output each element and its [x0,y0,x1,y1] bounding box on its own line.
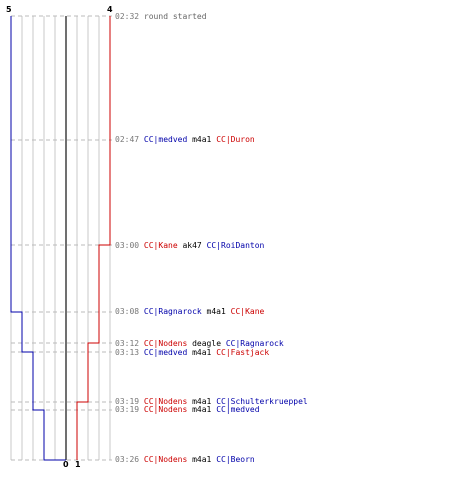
log-line: 03:08 CC|Ragnarock m4a1 CC|Kane [115,307,264,317]
event-time: 03:19 [115,405,140,414]
event-time: 02:32 [115,12,140,21]
log-line: 02:32 round started [115,12,207,22]
log-line: 02:47 CC|medved m4a1 CC|Duron [115,135,255,145]
blue-team-alive-line [10,16,66,461]
event-time: 03:08 [115,307,140,316]
event-time: 03:26 [115,455,140,464]
red-end-count: 1 [75,460,81,469]
event-killer: CC|medved [143,135,188,144]
event-victim: CC|medved [216,405,260,414]
log-line: 03:12 CC|Nodens deagle CC|Ragnarock [115,339,284,349]
event-victim: CC|Beorn [216,455,255,464]
event-weapon: m4a1 [192,405,212,414]
red-start-count: 4 [107,5,113,14]
log-line: 03:13 CC|medved m4a1 CC|Fastjack [115,348,269,358]
event-killer: CC|Nodens [143,397,188,406]
event-killer: CC|Nodens [143,405,188,414]
log-line: 03:19 CC|Nodens m4a1 CC|Schulterkrueppel [115,397,308,407]
event-victim: CC|Duron [216,135,255,144]
event-weapon: m4a1 [192,135,212,144]
grid-lines [10,16,111,460]
event-victim: CC|Ragnarock [225,339,284,348]
event-victim: CC|RoiDanton [206,241,265,250]
event-time: 02:47 [115,135,140,144]
blue-end-count: 0 [63,460,69,469]
red-team-alive-line [76,16,111,460]
event-time: 03:00 [115,241,140,250]
event-victim: CC|Kane [230,307,265,316]
event-killer: CC|Nodens [143,339,188,348]
event-time: 03:13 [115,348,140,357]
event-killer: CC|Kane [143,241,178,250]
event-dash-lines [11,15,112,461]
event-weapon: m4a1 [206,307,226,316]
event-weapon: m4a1 [192,348,212,357]
event-victim: CC|Fastjack [216,348,270,357]
event-weapon: m4a1 [192,397,212,406]
event-killer: CC|Ragnarock [143,307,202,316]
log-line: 03:26 CC|Nodens m4a1 CC|Beorn [115,455,255,465]
event-time: 03:12 [115,339,140,348]
blue-start-count: 5 [6,5,12,14]
event-victim: CC|Schulterkrueppel [216,397,308,406]
event-time: 03:19 [115,397,140,406]
event-weapon: m4a1 [192,455,212,464]
log-line: 03:19 CC|Nodens m4a1 CC|medved [115,405,260,415]
event-text: round started [143,12,207,21]
event-killer: CC|Nodens [143,455,188,464]
event-weapon: ak47 [182,241,202,250]
event-weapon: deagle [192,339,222,348]
log-line: 03:00 CC|Kane ak47 CC|RoiDanton [115,241,264,251]
event-killer: CC|medved [143,348,188,357]
